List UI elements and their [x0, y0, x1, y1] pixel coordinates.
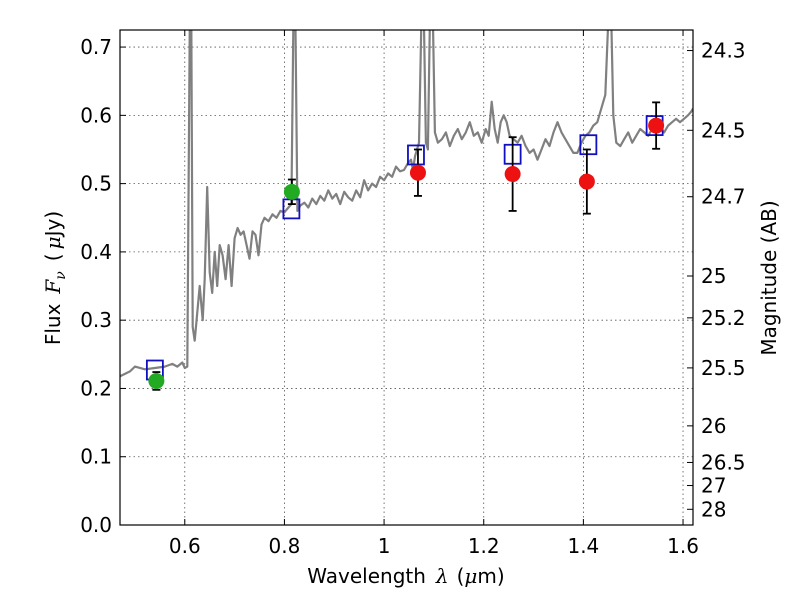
x-axis-label-open: (	[457, 564, 465, 588]
y2-tick-label: 25.2	[701, 306, 746, 330]
y-tick-label: 0.5	[80, 172, 112, 196]
observed-point	[504, 166, 521, 183]
x-axis-label-text: Wavelength	[307, 564, 426, 588]
y-tick-label: 0.4	[80, 240, 112, 264]
observed-point	[148, 372, 165, 389]
y2-tick-label: 26.5	[701, 450, 746, 474]
y2-tick-label: 25	[701, 264, 726, 288]
y-axis-label-unit: Jy)	[41, 211, 65, 239]
plot-area	[120, 30, 693, 378]
x-tick-label: 1.4	[567, 534, 599, 558]
y-axis-label-subscript: ν	[53, 271, 69, 280]
y-tick-label: 0.6	[80, 103, 112, 127]
y2-tick-label: 26	[701, 414, 726, 438]
ticks: 0.6 0.8 1 1.2 1.4 1.6 0.0 0.1 0.2 0.3 0.4 0.5 0.6 0.7…	[80, 30, 746, 558]
y-tick-label: 0.7	[80, 35, 112, 59]
model-photometry-square	[579, 134, 598, 156]
model-photometry-square	[407, 144, 425, 166]
observed-point	[283, 183, 300, 200]
y-axis-label: Flux Fν ( μJy)	[41, 211, 69, 345]
y2-tick-label: 27	[701, 474, 726, 498]
y2-tick-label: 24.5	[701, 118, 746, 142]
observed-point	[578, 173, 595, 190]
y2-tick-label: 24.3	[701, 39, 746, 63]
y-axis-label-text: Flux	[41, 303, 65, 345]
observed-point	[409, 164, 426, 181]
y2-tick-label: 28	[701, 497, 726, 521]
x-tick-label: 1.2	[468, 534, 500, 558]
x-tick-label: 0.8	[269, 534, 301, 558]
y-tick-label: 0.2	[80, 376, 112, 400]
y2-tick-label: 24.7	[701, 185, 746, 209]
y2-axis-label: Magnitude (AB)	[757, 200, 781, 355]
y2-tick-label: 25.5	[701, 356, 746, 380]
y-axis-label-open: (	[41, 253, 65, 261]
x-axis-label-mu: μ	[464, 564, 477, 588]
observed-point	[648, 117, 665, 134]
x-tick-label: 0.6	[169, 534, 201, 558]
y-tick-label: 0.0	[80, 513, 112, 537]
x-tick-label: 1.6	[667, 534, 699, 558]
y-tick-label: 0.3	[80, 308, 112, 332]
spectrum-line	[120, 30, 693, 378]
x-axis-label-unit: m)	[477, 564, 504, 588]
x-tick-label: 1	[378, 534, 391, 558]
plot-frame	[119, 29, 694, 526]
x-axis-label-symbol: λ	[435, 564, 449, 588]
x-axis-label: Wavelength λ (μm)	[307, 564, 504, 588]
markers	[145, 101, 665, 391]
grid	[120, 30, 693, 526]
y-tick-label: 0.1	[80, 445, 112, 469]
y-axis-label-symbol: F	[41, 279, 65, 295]
y-axis-label-mu: μ	[41, 236, 65, 249]
